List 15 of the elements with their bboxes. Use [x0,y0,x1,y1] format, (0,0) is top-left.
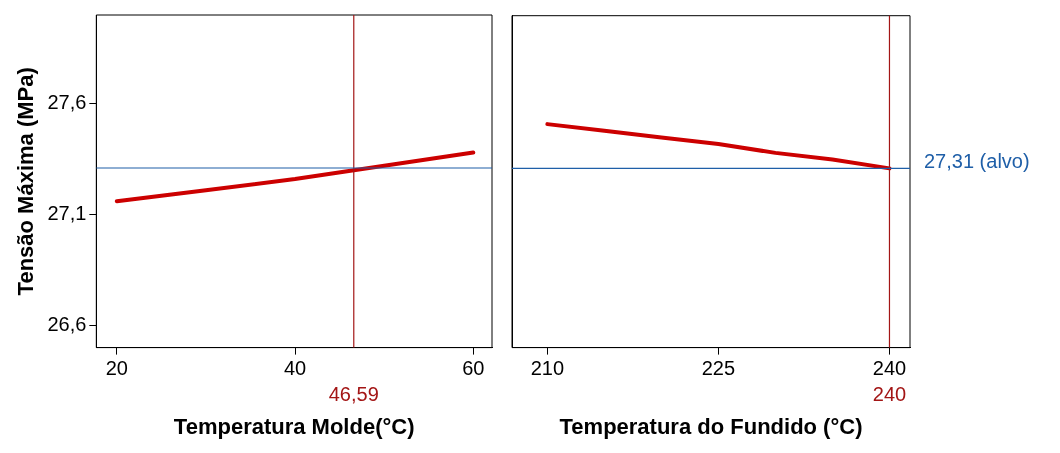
y-tick-label: 26,6 [47,312,87,335]
x-tick-label: 225 [701,357,736,380]
ref-line-label: 240 [872,383,907,406]
x-tick-label: 20 [105,357,128,380]
y-axis-title: Tensão Máxima (MPa) [13,67,39,296]
x-tick-label: 40 [283,357,307,380]
x-tick-label: 240 [872,357,907,380]
x-axis-title: Temperatura Molde(°C) [173,413,415,439]
y-tick-label: 27,1 [47,202,87,225]
y-tick-label: 27,6 [47,91,87,114]
ref-line-label: 46,59 [328,383,379,406]
x-tick-label: 210 [530,357,565,380]
x-tick-label: 60 [462,357,485,380]
ref-line-label: 27,31 (alvo) [924,149,1030,172]
x-axis-title: Temperatura do Fundido (°C) [559,413,863,439]
